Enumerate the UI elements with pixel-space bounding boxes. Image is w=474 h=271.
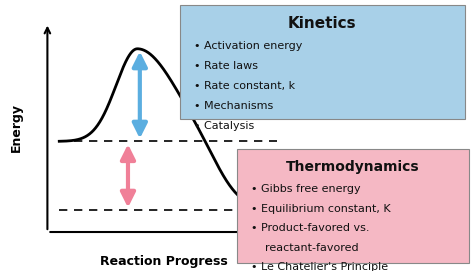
Text: • Catalysis: • Catalysis <box>194 121 255 131</box>
Text: Energy: Energy <box>10 103 23 152</box>
Text: • Equilibrium constant, K: • Equilibrium constant, K <box>251 204 391 214</box>
Text: Reaction Progress: Reaction Progress <box>100 255 228 268</box>
Text: • Mechanisms: • Mechanisms <box>194 101 273 111</box>
Text: • Gibbs free energy: • Gibbs free energy <box>251 184 361 194</box>
Text: • Le Chatelier's Principle: • Le Chatelier's Principle <box>251 262 388 271</box>
Text: reactant-favored: reactant-favored <box>265 243 359 253</box>
Text: • Product-favored vs.: • Product-favored vs. <box>251 223 370 233</box>
Text: Kinetics: Kinetics <box>288 16 356 31</box>
Text: • Activation energy: • Activation energy <box>194 41 303 51</box>
Text: • Rate laws: • Rate laws <box>194 61 258 71</box>
Text: Thermodynamics: Thermodynamics <box>286 160 420 174</box>
Text: • Rate constant, k: • Rate constant, k <box>194 81 295 91</box>
